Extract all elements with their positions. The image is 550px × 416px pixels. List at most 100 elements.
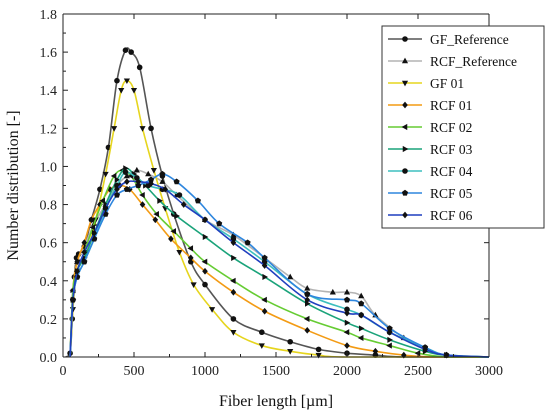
data-point: [174, 212, 180, 220]
legend-marker: [401, 80, 409, 87]
data-point: [230, 288, 237, 296]
data-point: [139, 201, 146, 208]
axes: 0 500 1000 1500 2000 2500 3000 0.0 0.2 0.4 0.6 0.8 1…: [40, 8, 504, 379]
data-point: [230, 316, 237, 322]
series-line: [69, 167, 490, 358]
y-tick-label: 0.0: [40, 351, 58, 366]
data-point: [259, 329, 265, 336]
data-point: [81, 239, 88, 247]
data-point: [344, 306, 350, 313]
data-point: [102, 171, 109, 178]
data-point: [107, 185, 113, 193]
data-point: [358, 300, 365, 307]
data-point: [176, 192, 183, 198]
series-rcf-05: [69, 170, 490, 358]
legend-entry: RCF 01: [388, 98, 472, 113]
data-point: [329, 288, 336, 295]
data-point: [74, 258, 80, 266]
data-point: [81, 258, 88, 265]
legend-label: RCF 04: [430, 164, 473, 179]
data-point: [202, 267, 208, 275]
y-tick-label: 0.6: [40, 237, 58, 252]
data-point: [287, 349, 294, 355]
legend-entry: RCF 03: [388, 142, 473, 157]
legend-marker: [402, 101, 408, 109]
data-point: [114, 77, 120, 84]
y-tick-label: 1.6: [40, 46, 58, 61]
legend-entry: RCF 06: [388, 208, 473, 223]
data-point: [358, 325, 365, 332]
data-point: [414, 350, 421, 357]
legend-marker: [401, 189, 409, 196]
data-point: [386, 325, 393, 332]
data-point: [122, 47, 129, 54]
data-point: [386, 342, 392, 349]
legend-label: RCF 06: [430, 208, 473, 223]
data-point: [304, 285, 311, 291]
data-point: [202, 281, 208, 288]
y-tick-label: 1.4: [40, 84, 58, 99]
series-line: [69, 184, 489, 358]
data-point: [173, 178, 180, 185]
data-point: [262, 273, 268, 281]
data-point: [102, 205, 109, 212]
data-point: [258, 343, 265, 349]
data-point: [344, 309, 350, 317]
data-point: [287, 273, 294, 280]
data-point: [230, 239, 237, 247]
data-point: [261, 262, 268, 269]
data-point: [118, 87, 125, 94]
legend-entry: RCF_Reference: [388, 54, 517, 69]
data-point: [114, 185, 120, 193]
legend-marker: [401, 57, 409, 64]
legend-label: RCF 05: [430, 186, 473, 201]
data-point: [89, 224, 96, 231]
data-point: [315, 352, 322, 359]
data-point: [315, 346, 322, 353]
legend-entry: GF_Reference: [388, 32, 509, 47]
x-tick-label: 0: [60, 364, 67, 379]
data-point: [344, 342, 350, 349]
data-point: [139, 191, 145, 199]
data-point: [135, 178, 142, 186]
legend-marker: [401, 123, 408, 131]
data-point: [303, 315, 310, 322]
series-rcf-01: [69, 182, 489, 359]
legend-marker: [402, 145, 409, 153]
y-tick-label: 0.4: [40, 275, 58, 290]
legend-marker: [402, 168, 408, 174]
data-point: [111, 126, 118, 132]
data-point: [153, 211, 159, 218]
data-point: [230, 277, 236, 284]
data-point: [147, 176, 155, 183]
data-point: [123, 78, 130, 85]
x-tick-label: 1000: [191, 364, 219, 379]
legend-label: RCF 03: [430, 142, 473, 157]
data-point: [159, 170, 166, 177]
legend-label: RCF_Reference: [430, 54, 517, 69]
data-point: [386, 328, 393, 336]
data-point: [202, 216, 208, 224]
data-point: [372, 347, 379, 355]
data-point: [188, 254, 194, 262]
data-point: [216, 220, 223, 227]
data-point: [343, 296, 351, 303]
data-point: [70, 296, 76, 304]
data-point: [170, 228, 176, 235]
data-point: [81, 248, 88, 256]
data-point: [304, 290, 311, 297]
data-point: [113, 191, 121, 198]
series-rcf-06: [69, 178, 490, 359]
data-point: [230, 236, 237, 242]
data-point: [387, 336, 393, 343]
data-point: [128, 49, 134, 55]
legend-label: GF 01: [430, 76, 464, 91]
data-point: [244, 239, 251, 246]
legend-label: GF_Reference: [430, 32, 509, 47]
data-point: [136, 64, 143, 71]
data-point: [201, 258, 208, 265]
series-line: [69, 180, 490, 358]
data-point: [357, 334, 364, 342]
data-point: [187, 245, 194, 252]
x-tick-label: 2000: [333, 364, 361, 379]
